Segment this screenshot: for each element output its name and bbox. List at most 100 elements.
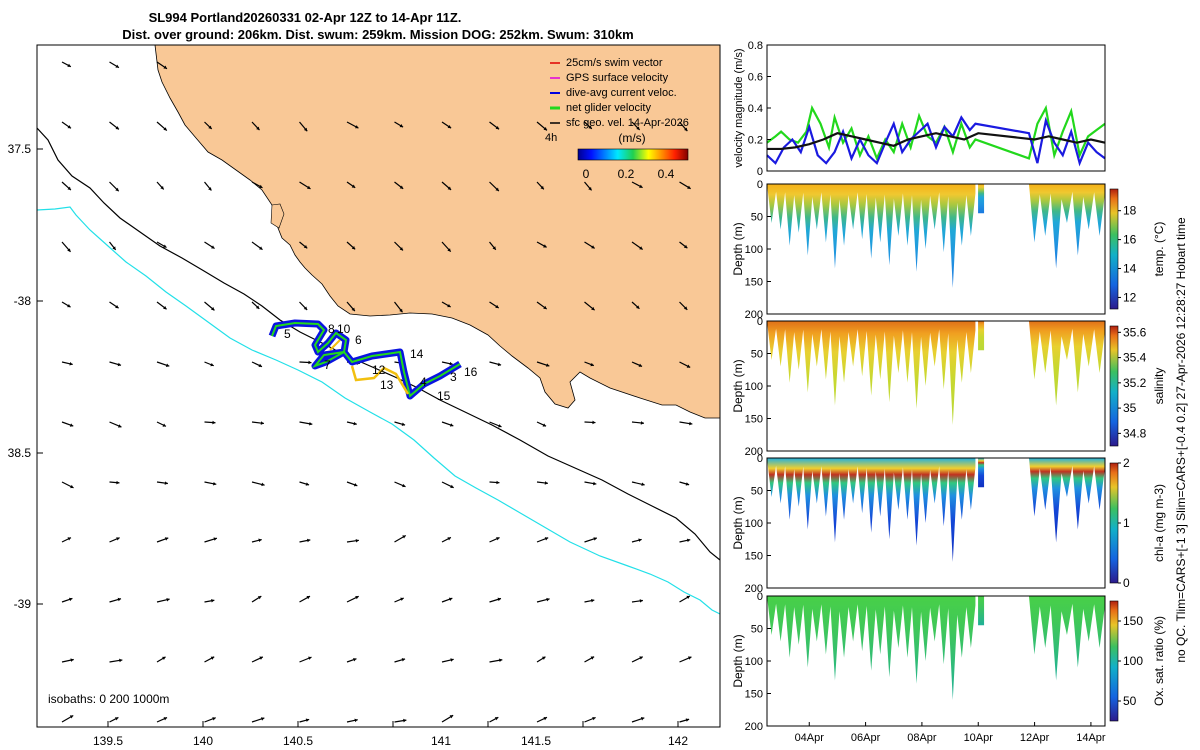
current-arrow-head [687, 185, 691, 189]
colorbar-tick-label: 2 [1123, 456, 1130, 470]
profile-dive [1028, 321, 1105, 406]
current-arrow-head [402, 483, 406, 488]
colorbar-tick-label: 50 [1123, 694, 1137, 708]
current-arrow-head [593, 481, 597, 486]
current-arrow-head [163, 65, 167, 69]
current-arrow-head [540, 185, 544, 190]
current-arrow-head [260, 717, 265, 721]
current-arrow-head [308, 360, 312, 365]
current-arrow-head [590, 362, 594, 367]
current-arrow-head [640, 421, 644, 425]
current-arrow-head [258, 538, 262, 543]
y-tick-label: 0.2 [748, 135, 763, 147]
current-arrow-head [164, 537, 169, 541]
glider-track [268, 319, 462, 400]
y-tick-label: 100 [745, 381, 763, 393]
y-tick-label: 0.4 [748, 103, 763, 115]
y-tick-label: 0.6 [748, 72, 763, 84]
current-arrow-head [450, 658, 454, 662]
current-arrow-head [163, 127, 167, 131]
profile-ylabel: Depth (m) [731, 496, 745, 549]
current-arrow-head [165, 363, 170, 367]
profile-colorbar [1109, 600, 1119, 722]
current-arrow-head [686, 595, 690, 600]
colorbar-tick-label: 35 [1123, 401, 1137, 415]
x-tick-label: 12Apr [1020, 732, 1050, 744]
current-arrow-head [638, 363, 643, 367]
current-arrow-head [401, 658, 406, 662]
current-arrow-head [492, 246, 496, 250]
track-label: 14 [410, 347, 424, 361]
current-arrow-head [543, 244, 547, 248]
profile-dive [767, 458, 976, 562]
current-arrow-head [208, 125, 212, 129]
current-arrow-head [351, 307, 355, 312]
current-arrow-head [67, 125, 72, 129]
current-arrow-head [354, 125, 359, 129]
current-arrow-head [305, 718, 310, 722]
y-tick-label: 0 [757, 179, 763, 191]
track-label: 12 [372, 363, 386, 377]
current-arrow-head [639, 184, 643, 188]
current-arrow-head [399, 247, 403, 251]
land-mass [154, 45, 720, 419]
track-label: 13 [380, 378, 394, 392]
current-arrow-head [164, 481, 168, 485]
colorbar-label: temp. (°C) [1152, 222, 1166, 277]
current-arrow-head [546, 597, 550, 602]
current-arrow-head [213, 537, 217, 541]
current-arrow-head [260, 421, 264, 425]
profile-dive [767, 184, 976, 288]
current-arrow-head [496, 480, 500, 485]
current-arrow-head [689, 421, 693, 426]
colorbar-label: Ox. sat. ratio (%) [1152, 616, 1166, 706]
current-arrow-head [734, 483, 737, 486]
current-arrow-head [353, 483, 358, 487]
current-arrow-head [166, 597, 170, 602]
track-label: 8 [328, 322, 335, 336]
y-tick-label: 0 [757, 316, 763, 328]
current-arrow-head [543, 716, 547, 721]
current-arrow-head [353, 421, 357, 426]
x-tick-label: 139.5 [93, 734, 123, 748]
profile-panel: 0 50 100 150 200 Depth (m) 0 1 2 chl-a (mg m-3) [731, 453, 1166, 595]
legend-entry: 25cm/s swim vector [566, 57, 663, 69]
profile-ylabel: Depth (m) [731, 634, 745, 687]
current-arrow [727, 482, 737, 486]
current-arrow-head [67, 186, 71, 191]
current-arrow-head [69, 715, 74, 719]
y-tick-label: 100 [745, 518, 763, 530]
current-arrow-head [351, 184, 356, 188]
current-arrow-head [351, 246, 356, 250]
profile-dive [1028, 596, 1105, 681]
current-arrow-head [163, 305, 167, 310]
profile-dive [978, 321, 985, 351]
colorbar-tick-label: 35.4 [1123, 351, 1147, 365]
current-arrow-head [545, 363, 550, 367]
track-label: 16 [464, 365, 478, 379]
y-tick-label: 37.5 [8, 142, 32, 156]
current-arrow-head [258, 363, 262, 368]
x-tick-label: 08Apr [907, 732, 937, 744]
x-tick-label: 04Apr [795, 732, 825, 744]
current-arrow-head [114, 717, 119, 721]
velocity-y-ticks: 0 0.2 0.4 0.6 0.8 [748, 40, 771, 178]
current-arrow-head [67, 248, 71, 252]
profile-colorbar [1109, 325, 1119, 447]
isobaths-label: isobaths: 0 200 1000m [48, 692, 169, 706]
current-arrow-head [685, 482, 690, 486]
current-arrow-head [307, 185, 311, 189]
current-arrow-head [163, 244, 167, 248]
y-tick-label: 200 [745, 721, 763, 733]
current-arrow [727, 422, 737, 424]
x-tick-label: 141.5 [521, 734, 551, 748]
map-legend: 25cm/s swim vector GPS surface velocity … [545, 57, 689, 181]
current-arrow-head [307, 538, 311, 543]
current-arrow-head [544, 481, 548, 485]
current-arrow-head [592, 716, 596, 721]
y-tick-label: 150 [745, 689, 763, 701]
colorbar-tick-label: 35.6 [1123, 325, 1147, 339]
current-arrow-head [399, 124, 404, 128]
